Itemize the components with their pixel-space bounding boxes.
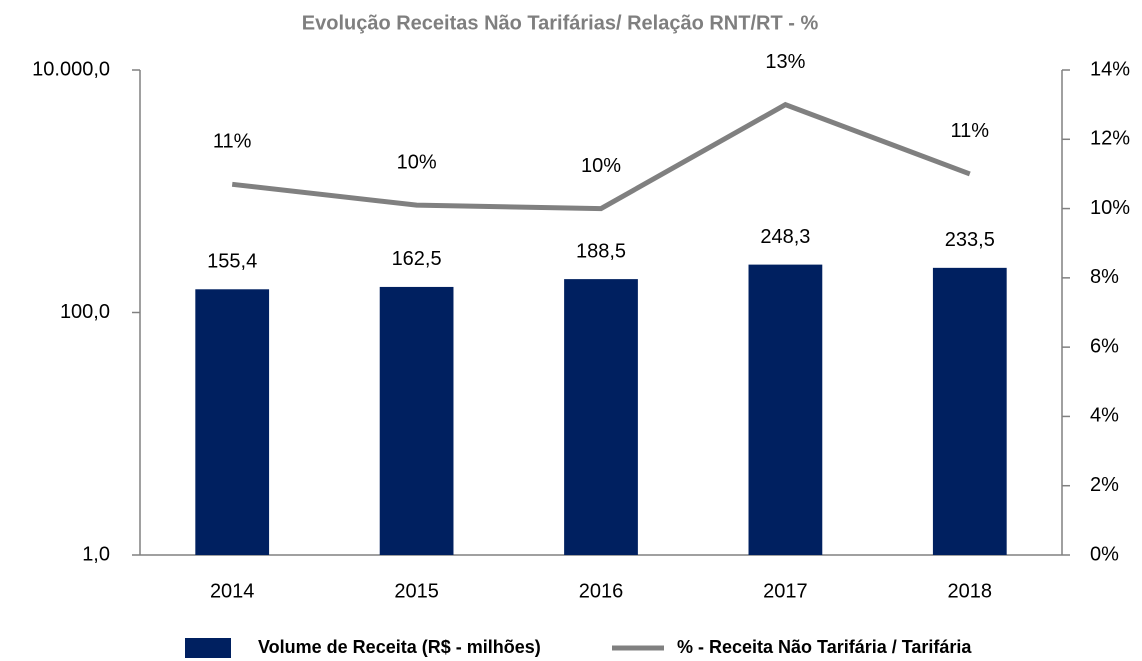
bar xyxy=(748,264,823,555)
x-tick-label: 2015 xyxy=(394,580,439,602)
y2-tick-label: 10% xyxy=(1090,197,1130,219)
legend-label: Volume de Receita (R$ - milhões) xyxy=(258,637,541,657)
legend-swatch xyxy=(185,638,231,658)
x-tick-label: 2018 xyxy=(948,580,993,602)
bar xyxy=(379,286,454,555)
y-tick-label: 100,0 xyxy=(60,301,110,323)
legend-label: % - Receita Não Tarifária / Tarifária xyxy=(677,637,972,657)
bar xyxy=(564,279,638,555)
line-value-label: 13% xyxy=(765,51,805,73)
y2-tick-label: 8% xyxy=(1090,266,1119,288)
y2-tick-label: 14% xyxy=(1090,58,1130,80)
line-series xyxy=(231,101,971,212)
y2-tick-label: 4% xyxy=(1090,405,1119,427)
y2-tick-label: 2% xyxy=(1090,474,1119,496)
bar-value-label: 162,5 xyxy=(392,248,442,270)
line-value-label: 10% xyxy=(581,155,621,177)
line-value-label: 11% xyxy=(951,120,990,142)
x-tick-label: 2016 xyxy=(579,580,624,602)
chart-title: Evolução Receitas Não Tarifárias/ Relaçã… xyxy=(302,12,819,34)
line-value-label: 11% xyxy=(213,131,252,153)
y2-tick-label: 0% xyxy=(1090,543,1119,565)
bar-value-label: 155,4 xyxy=(207,251,257,273)
x-tick-label: 2017 xyxy=(763,580,808,602)
y-tick-label: 10.000,0 xyxy=(32,58,110,80)
bar-value-label: 188,5 xyxy=(576,240,626,262)
y-tick-label: 1,0 xyxy=(82,543,110,565)
y2-tick-label: 12% xyxy=(1090,128,1130,150)
bar-value-label: 248,3 xyxy=(760,226,810,248)
bar-value-label: 233,5 xyxy=(945,229,995,251)
line-value-label: 10% xyxy=(397,151,437,173)
bar xyxy=(932,267,1007,555)
bar xyxy=(195,289,270,555)
x-tick-label: 2014 xyxy=(210,580,255,602)
y2-tick-label: 6% xyxy=(1090,335,1119,357)
